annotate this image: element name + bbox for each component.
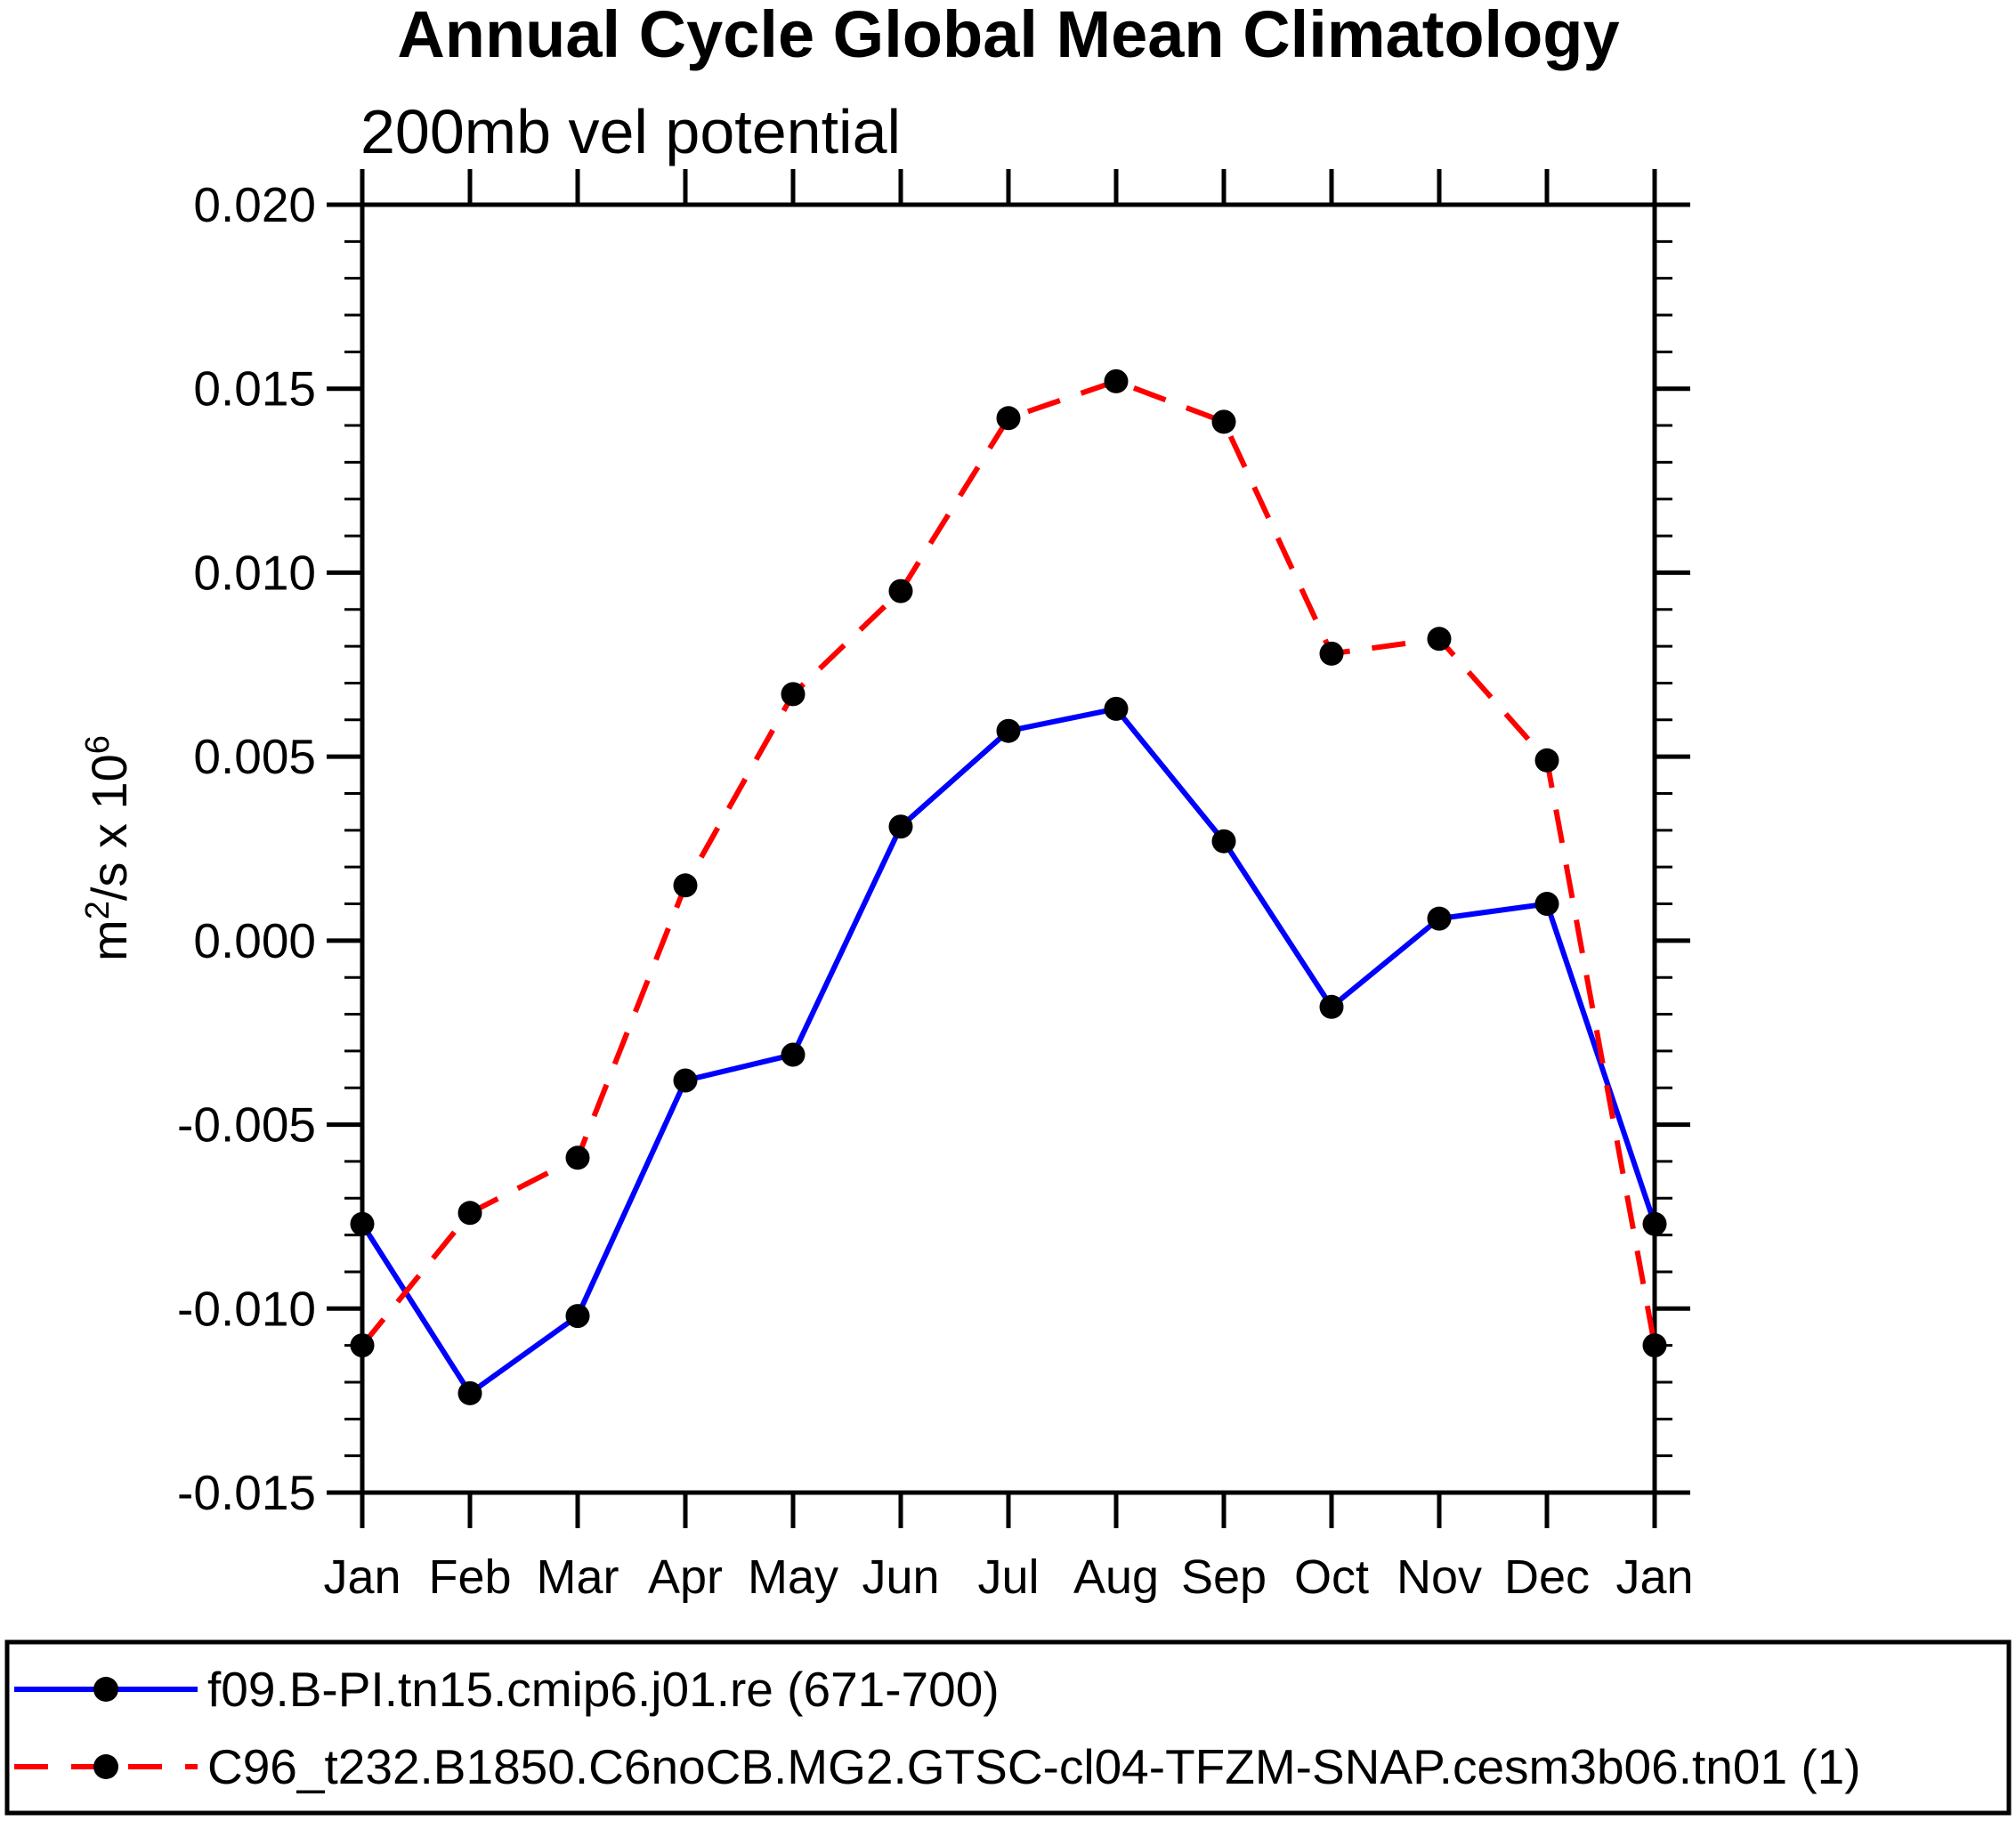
data-point-marker (1104, 696, 1129, 721)
data-point-marker (888, 579, 913, 603)
chart-title: Annual Cycle Global Mean Climatology (397, 0, 1619, 71)
data-point-marker (781, 682, 806, 707)
data-point-marker (457, 1201, 482, 1226)
x-tick-label: Mar (537, 1550, 619, 1604)
x-tick-label: Jan (323, 1550, 401, 1604)
data-point-marker (673, 873, 698, 898)
y-tick-label: 0.015 (193, 361, 316, 417)
data-point-marker (1104, 368, 1129, 393)
data-point-marker (781, 1042, 806, 1067)
data-point-marker (350, 1333, 375, 1358)
x-tick-label: Oct (1294, 1550, 1369, 1604)
y-axis-title: m2/s x 106 (79, 735, 137, 961)
y-axis-title-part: /s x 10 (81, 754, 137, 901)
legend-label-series1: f09.B-PI.tn15.cmip6.j01.re (671-700) (207, 1662, 1000, 1717)
data-point-marker (1534, 748, 1559, 773)
plot-frame (360, 202, 1657, 1495)
data-point-marker (1211, 829, 1236, 854)
x-tick-label: Jun (862, 1550, 939, 1604)
legend-marker-series2 (93, 1754, 118, 1779)
data-point-marker (1534, 892, 1559, 916)
data-point-marker (1319, 994, 1344, 1019)
y-axis-title-part: m (81, 919, 137, 961)
legend-label-series2: C96_t232.B1850.C6noCB.MG2.GTSC-cl04-TFZM… (207, 1739, 1861, 1794)
legend-marker-series1 (93, 1677, 118, 1702)
y-axis-title-sup: 2 (79, 901, 117, 919)
chart-subtitle: 200mb vel potential (360, 97, 901, 166)
data-point-marker (996, 718, 1021, 743)
data-point-marker (350, 1211, 375, 1236)
data-point-marker (1319, 641, 1344, 666)
series-line-0 (360, 706, 1657, 1397)
data-point-marker (457, 1380, 482, 1405)
y-tick-label: -0.005 (177, 1097, 316, 1153)
data-point-marker (996, 406, 1021, 431)
legend: f09.B-PI.tn15.cmip6.j01.re (671-700) C96… (4, 1639, 2012, 1816)
y-axis-title-sup: 6 (79, 735, 117, 754)
x-tick-label: Sep (1181, 1550, 1267, 1604)
data-point-marker (673, 1068, 698, 1093)
y-tick-label: 0.010 (193, 545, 316, 600)
y-tick-label: 0.005 (193, 729, 316, 784)
plot-area: Jan Feb Mar Apr May Jun Jul Aug Sep Oct Nov Dec Jan 0… (177, 169, 1694, 1604)
x-tick-label: Feb (428, 1550, 511, 1604)
series-line-1 (360, 378, 1657, 1348)
data-point-marker (1211, 409, 1236, 434)
legend-border (4, 1639, 2012, 1816)
x-tick-label: Jul (977, 1550, 1039, 1604)
x-tick-label: Nov (1397, 1550, 1482, 1604)
data-point-marker (888, 814, 913, 839)
y-tick-label: -0.010 (177, 1281, 316, 1336)
x-tick-label: Aug (1073, 1550, 1159, 1604)
x-tick-label: May (748, 1550, 838, 1604)
x-tick-label: Jan (1615, 1550, 1693, 1604)
x-tick-label: Apr (648, 1550, 723, 1604)
y-tick-label: -0.015 (177, 1465, 316, 1520)
data-point-marker (1427, 906, 1452, 931)
x-tick-label: Dec (1504, 1550, 1590, 1604)
data-point-marker (1427, 627, 1452, 652)
y-tick-label: 0.000 (193, 913, 316, 968)
data-point-marker (1642, 1333, 1667, 1358)
data-point-marker (565, 1145, 590, 1170)
data-point-marker (1642, 1211, 1667, 1236)
y-tick-label: 0.020 (193, 177, 316, 232)
data-point-marker (565, 1304, 590, 1329)
